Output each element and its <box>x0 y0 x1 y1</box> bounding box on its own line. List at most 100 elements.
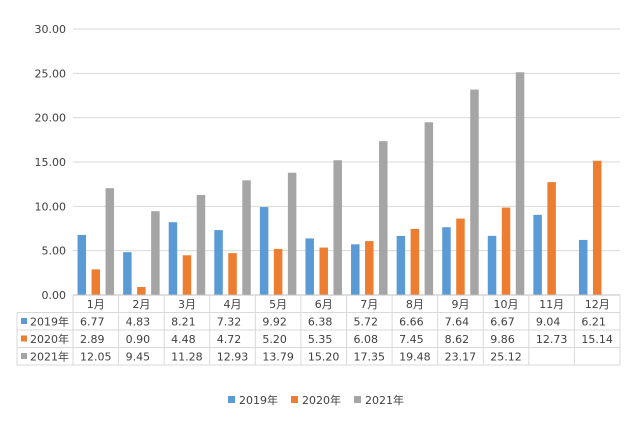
bar <box>273 248 283 295</box>
data-label: 25.12 <box>490 351 522 364</box>
data-label: 15.14 <box>581 333 613 346</box>
bar <box>501 207 511 295</box>
bar <box>242 180 251 295</box>
legend-key <box>21 353 27 359</box>
y-tick-label: 20.00 <box>35 112 67 125</box>
bar <box>365 241 374 295</box>
data-label: 5.20 <box>262 333 287 346</box>
bar <box>410 228 420 295</box>
data-label: 7.45 <box>399 333 424 346</box>
data-label: 12.05 <box>80 351 112 364</box>
legend: 2019年 2020年 2021年 <box>228 393 404 407</box>
data-label: 12.73 <box>536 333 568 346</box>
y-tick-label: 30.00 <box>35 23 67 36</box>
data-label: 11.28 <box>171 351 203 364</box>
data-label: 8.62 <box>445 333 470 346</box>
y-tick-label: 25.00 <box>35 67 67 80</box>
data-label: 6.66 <box>399 316 424 329</box>
bar <box>319 247 328 295</box>
bar <box>424 122 434 295</box>
bar <box>333 160 342 295</box>
series-name: 2020年 <box>30 332 69 346</box>
bar <box>578 239 588 295</box>
data-label: 7.64 <box>445 316 470 329</box>
data-label: 5.35 <box>308 333 333 346</box>
data-label: 9.04 <box>536 316 561 329</box>
data-label: 6.67 <box>490 316 515 329</box>
legend-key <box>21 318 27 324</box>
y-tick-label: 15.00 <box>35 156 67 169</box>
series-name: 2019年 <box>30 315 69 329</box>
bar <box>137 287 146 295</box>
legend-key <box>228 396 235 403</box>
x-tick-label: 12月 <box>585 298 610 311</box>
bar <box>305 238 314 295</box>
x-tick-label: 9月 <box>451 298 469 311</box>
bar <box>379 141 388 295</box>
data-label: 9.92 <box>262 316 287 329</box>
bar <box>442 227 451 295</box>
bar <box>228 253 237 295</box>
bar <box>105 188 115 295</box>
y-tick-label: 10.00 <box>35 200 67 213</box>
data-label: 4.72 <box>217 333 242 346</box>
x-tick-label: 7月 <box>360 298 378 311</box>
data-label: 23.17 <box>445 351 477 364</box>
x-tick-label: 1月 <box>87 298 105 311</box>
legend-label: 2020年 <box>302 393 341 407</box>
data-label: 6.38 <box>308 316 333 329</box>
data-label: 13.79 <box>262 351 294 364</box>
y-tick-label: 5.00 <box>42 245 67 258</box>
y-axis: 0.00 5.00 10.00 15.00 20.00 25.00 30.00 <box>35 23 67 302</box>
x-tick-label: 5月 <box>269 298 287 311</box>
bar <box>214 230 223 295</box>
bar <box>151 211 160 295</box>
legend-label: 2021年 <box>365 393 404 407</box>
data-label: 7.32 <box>217 316 242 329</box>
bar <box>351 244 360 295</box>
data-label: 12.93 <box>217 351 249 364</box>
bar <box>547 182 556 295</box>
bar <box>168 222 178 295</box>
bar <box>533 214 542 295</box>
bar <box>123 252 132 295</box>
data-label: 17.35 <box>354 351 386 364</box>
x-tick-label: 11月 <box>539 298 564 311</box>
legend-key <box>354 396 361 403</box>
data-label: 2.89 <box>80 333 105 346</box>
bar <box>287 172 297 295</box>
bar <box>456 218 465 295</box>
legend-key <box>21 335 27 342</box>
x-tick-label: 8月 <box>406 298 424 311</box>
bar <box>77 234 87 295</box>
bar <box>91 269 101 295</box>
bar <box>396 235 406 295</box>
bar <box>182 255 192 295</box>
data-label: 4.48 <box>171 333 196 346</box>
legend-label: 2019年 <box>239 393 278 407</box>
data-label: 19.48 <box>399 351 431 364</box>
y-tick-label: 0.00 <box>42 289 67 302</box>
bar <box>470 89 479 296</box>
data-label: 5.72 <box>354 316 379 329</box>
data-label: 15.20 <box>308 351 340 364</box>
bar <box>515 72 525 295</box>
bar <box>259 207 269 295</box>
data-label: 9.86 <box>490 333 515 346</box>
data-label: 9.45 <box>126 351 151 364</box>
x-tick-label: 10月 <box>494 298 519 311</box>
legend-key <box>291 396 298 403</box>
data-label: 0.90 <box>126 333 151 346</box>
bar <box>196 194 206 295</box>
x-tick-label: 6月 <box>315 298 333 311</box>
data-label: 4.83 <box>126 316 151 329</box>
data-table: 1月 2月 3月 4月 5月 6月 7月 8月 9月 10月 11月 12月 2019年 6.77 4.83… <box>16 294 621 366</box>
x-tick-label: 4月 <box>224 298 242 311</box>
bar <box>592 160 602 295</box>
data-label: 6.08 <box>354 333 379 346</box>
bar <box>487 235 497 295</box>
data-label: 8.21 <box>171 316 196 329</box>
bar-series <box>77 72 602 296</box>
x-tick-label: 3月 <box>178 298 196 311</box>
